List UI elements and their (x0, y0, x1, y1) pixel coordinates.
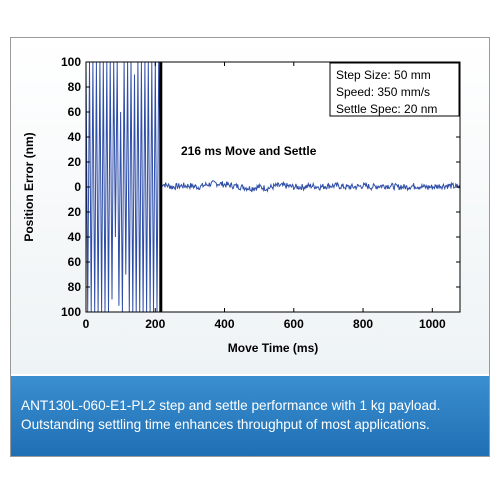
x-tick-label: 200 (145, 317, 165, 331)
legend-line: Step Size: 50 mm (336, 68, 431, 82)
caption-banner: ANT130L-060-E1-PL2 step and settle perfo… (11, 376, 489, 456)
caption-line-2: Outstanding settling time enhances throu… (21, 417, 430, 432)
legend-line: Speed: 350 mm/s (336, 85, 430, 99)
trace-settled (160, 180, 461, 193)
trace-oscillation (85, 61, 162, 313)
y-tick-label: 40 (68, 230, 82, 244)
y-tick-label: 60 (68, 255, 82, 269)
y-tick-label: 60 (68, 105, 82, 119)
y-tick-label: 20 (68, 155, 82, 169)
y-tick-label: 100 (61, 305, 81, 319)
x-tick-label: 600 (284, 317, 304, 331)
caption-line-1: ANT130L-060-E1-PL2 step and settle perfo… (21, 398, 441, 413)
y-tick-label: 40 (68, 130, 82, 144)
y-axis-label: Position Error (nm) (22, 132, 36, 241)
y-tick-label: 20 (68, 205, 82, 219)
figure-card: 100 80 60 40 20 0 20 40 60 80 100 0 200 400 600 800 1000… (10, 37, 490, 457)
x-axis-label: Move Time (ms) (228, 341, 318, 355)
settle-annotation: 216 ms Move and Settle (181, 144, 317, 158)
legend-box (329, 62, 460, 117)
legend-line: Settle Spec: 20 nm (336, 102, 437, 116)
x-tick-label: 0 (83, 317, 90, 331)
y-tick-label: 80 (68, 80, 82, 94)
x-tick-label: 400 (215, 317, 235, 331)
y-tick-label: 100 (61, 55, 81, 69)
y-tick-label: 0 (74, 180, 81, 194)
x-tick-label: 800 (353, 317, 373, 331)
x-tick-label: 1000 (419, 317, 446, 331)
y-tick-label: 80 (68, 280, 82, 294)
chart-area: 100 80 60 40 20 0 20 40 60 80 100 0 200 400 600 800 1000… (11, 38, 489, 374)
